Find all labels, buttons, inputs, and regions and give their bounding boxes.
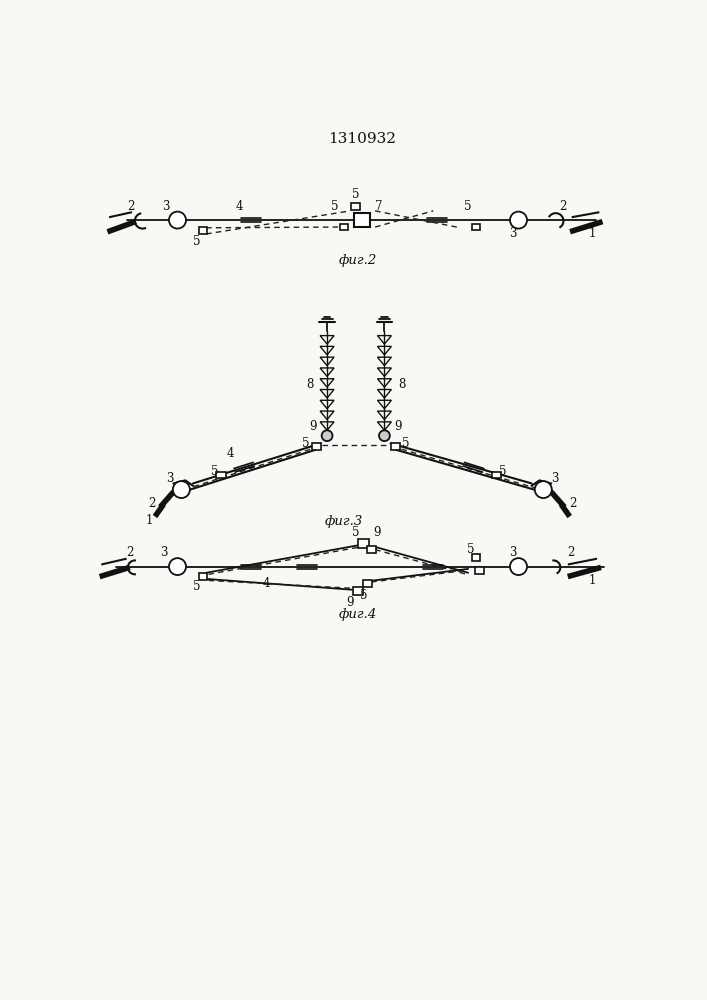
Circle shape xyxy=(379,430,390,441)
Circle shape xyxy=(534,481,552,498)
Text: 5: 5 xyxy=(464,200,472,213)
Text: 9: 9 xyxy=(373,526,380,539)
Circle shape xyxy=(169,558,186,575)
Text: 3: 3 xyxy=(509,546,517,559)
Text: 8: 8 xyxy=(398,378,405,391)
Bar xyxy=(367,546,375,553)
Bar xyxy=(391,443,400,450)
Text: 5: 5 xyxy=(402,437,410,450)
Bar xyxy=(353,587,363,595)
Text: фиг.3: фиг.3 xyxy=(325,515,363,528)
Text: 5: 5 xyxy=(352,526,359,539)
Text: 9: 9 xyxy=(310,420,317,433)
Text: 1: 1 xyxy=(145,514,153,527)
Bar xyxy=(358,539,368,548)
Text: 5: 5 xyxy=(360,589,367,602)
Circle shape xyxy=(510,558,527,575)
Bar xyxy=(354,213,370,227)
Circle shape xyxy=(322,430,332,441)
Circle shape xyxy=(510,212,527,229)
Bar xyxy=(199,573,207,580)
Bar xyxy=(351,203,360,210)
Bar xyxy=(476,567,484,574)
Text: фиг.4: фиг.4 xyxy=(339,608,378,621)
Text: 4: 4 xyxy=(235,200,243,213)
Text: фиг.2: фиг.2 xyxy=(339,254,378,267)
Text: 3: 3 xyxy=(551,472,559,485)
Text: 3: 3 xyxy=(166,472,173,485)
Text: 5: 5 xyxy=(193,235,201,248)
Circle shape xyxy=(169,212,186,229)
Text: 5: 5 xyxy=(211,465,218,478)
Text: 5: 5 xyxy=(302,437,309,450)
Text: 5: 5 xyxy=(499,465,507,478)
Text: 5: 5 xyxy=(331,200,339,213)
Text: 2: 2 xyxy=(126,546,133,559)
Text: 1: 1 xyxy=(588,227,596,240)
Text: 4: 4 xyxy=(263,577,270,590)
Text: 5: 5 xyxy=(352,188,359,201)
Bar xyxy=(216,472,226,478)
Text: 5: 5 xyxy=(193,580,201,593)
Text: 7: 7 xyxy=(375,200,382,213)
Text: 9: 9 xyxy=(395,420,402,433)
Text: 2: 2 xyxy=(127,200,135,213)
Bar xyxy=(472,224,480,230)
Circle shape xyxy=(173,481,190,498)
Bar xyxy=(363,580,372,587)
Bar xyxy=(312,443,321,450)
Text: 1: 1 xyxy=(588,574,596,587)
Text: 5: 5 xyxy=(467,543,474,556)
Text: 2: 2 xyxy=(567,546,574,559)
Text: 9: 9 xyxy=(346,596,354,609)
Text: 3: 3 xyxy=(509,227,517,240)
Text: 2: 2 xyxy=(559,200,566,213)
Bar xyxy=(492,472,501,478)
Text: 3: 3 xyxy=(162,200,170,213)
Bar xyxy=(199,227,207,234)
Text: 3: 3 xyxy=(160,546,168,559)
Text: 4: 4 xyxy=(226,447,234,460)
Bar xyxy=(340,224,349,230)
Text: 1310932: 1310932 xyxy=(328,132,396,146)
Text: 2: 2 xyxy=(569,497,576,510)
Bar xyxy=(472,554,480,561)
Text: 2: 2 xyxy=(148,497,156,510)
Text: 8: 8 xyxy=(306,378,314,391)
